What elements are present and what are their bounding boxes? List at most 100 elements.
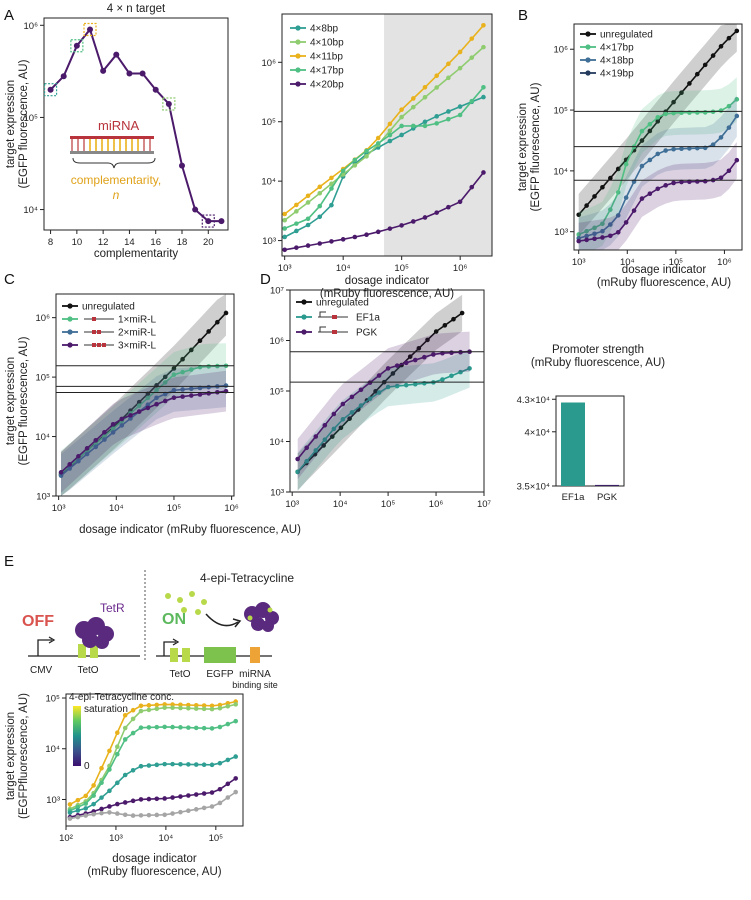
b-point-4×19bp bbox=[600, 235, 605, 240]
a1-highlight-box bbox=[162, 97, 176, 111]
b-point-4×17bp bbox=[734, 97, 740, 102]
b-point-4×17bp bbox=[592, 225, 597, 231]
b-point-unregulated bbox=[718, 44, 724, 49]
c-legend-label: 2×miR-L bbox=[118, 328, 157, 339]
c-point-unregulated bbox=[206, 329, 211, 334]
b-point-unregulated bbox=[687, 81, 692, 86]
c-point-unregulated bbox=[136, 399, 142, 405]
b-legend-label: 4×19bp bbox=[600, 69, 634, 80]
off-label: OFF bbox=[22, 613, 54, 630]
b-point-4×19bp bbox=[631, 208, 637, 213]
d1-point-PGK bbox=[349, 394, 355, 400]
e-point-mid bbox=[225, 757, 231, 763]
c-point-3×miR-L bbox=[206, 391, 211, 396]
a2-point-4×10bp bbox=[294, 209, 299, 214]
c-band-3×miR-L bbox=[61, 370, 226, 493]
a2-point-4×8bp bbox=[434, 114, 439, 119]
d1-legend-promoter-icon bbox=[319, 326, 326, 332]
d1-point-PGK bbox=[376, 373, 382, 378]
c-point-2×miR-L bbox=[76, 458, 81, 464]
a2-point-4×20bp bbox=[434, 210, 439, 215]
e-point-saturation bbox=[162, 702, 167, 707]
e-point-low bbox=[138, 797, 144, 802]
c-legend-label: 3×miR-L bbox=[118, 341, 157, 352]
a2-ytick-label: 10⁶ bbox=[262, 58, 277, 69]
e-point-0 bbox=[130, 813, 136, 818]
a2-legend-label: 4×20bp bbox=[310, 80, 344, 91]
e-point-saturation bbox=[193, 702, 199, 708]
c-legend-site-box bbox=[92, 343, 96, 347]
b-legend-marker bbox=[585, 44, 591, 50]
d1-point-EF1a bbox=[304, 458, 310, 464]
e-point-low bbox=[217, 786, 223, 792]
tetr-label: TetR bbox=[100, 601, 125, 615]
b-point-unregulated bbox=[726, 35, 732, 41]
e-axes-frame bbox=[65, 693, 244, 827]
b-point-4×19bp bbox=[663, 183, 668, 188]
e-point-high bbox=[217, 705, 223, 711]
c-point-2×miR-L bbox=[102, 437, 107, 442]
teto-box-4 bbox=[182, 648, 190, 662]
d1-legend-site-box bbox=[332, 330, 337, 334]
c-point-1×miR-L bbox=[93, 441, 99, 446]
b-point-4×19bp bbox=[734, 157, 740, 163]
e-colorbar bbox=[73, 706, 81, 766]
b-point-4×17bp bbox=[576, 232, 582, 237]
d1-xtick-label: 10⁷ bbox=[477, 499, 492, 510]
cmv-promoter-arrow bbox=[37, 639, 52, 656]
a2-xtick-label: 10⁴ bbox=[336, 263, 351, 274]
e-point-saturation bbox=[99, 765, 104, 771]
d1-legend-label: unregulated bbox=[316, 298, 369, 309]
d1-point-EF1a bbox=[295, 469, 300, 475]
e-point-low bbox=[233, 776, 239, 781]
a1-point bbox=[60, 73, 67, 80]
e-point-low bbox=[225, 781, 231, 787]
chart-b: 10³ 10⁴ 10⁵ 10⁶ 10³ 10⁴ 10⁵ 10⁶ dosage indicator… bbox=[517, 23, 743, 289]
b-point-4×19bp bbox=[655, 186, 661, 192]
e-ylabel: (EGFPfluorescence, AU) bbox=[18, 693, 30, 819]
a2-point-4×20bp bbox=[340, 237, 346, 242]
a2-point-4×11bp bbox=[317, 184, 323, 190]
d1-point-PGK bbox=[458, 349, 463, 355]
e-series-line-mid-high bbox=[69, 720, 236, 812]
a2-series-line-4×10bp bbox=[284, 46, 485, 221]
e-point-mid bbox=[186, 762, 191, 767]
b-point-4×17bp bbox=[694, 110, 700, 115]
d1-legend-label: PGK bbox=[356, 328, 377, 339]
a2-point-4×11bp bbox=[375, 135, 381, 141]
e-point-mid-high bbox=[162, 724, 167, 730]
complementarity-label: complementarity, bbox=[71, 173, 161, 187]
c-point-3×miR-L bbox=[136, 409, 142, 414]
c-point-2×miR-L bbox=[93, 444, 99, 450]
e-point-0 bbox=[115, 811, 120, 816]
a2-point-4×20bp bbox=[446, 204, 451, 210]
c-point-1×miR-L bbox=[171, 372, 177, 377]
target-strand bbox=[70, 151, 154, 154]
a2-point-4×17bp bbox=[434, 121, 439, 126]
d1-point-PGK bbox=[340, 401, 346, 407]
c-legend-marker bbox=[67, 342, 73, 348]
a2-xlabel: dosage indicator bbox=[345, 275, 430, 287]
b-legend-label: 4×18bp bbox=[600, 56, 634, 67]
a1-ylabel: (EGFP fluorescence, AU) bbox=[18, 59, 30, 188]
a2-point-4×17bp bbox=[469, 98, 475, 104]
d1-xtick-label: 10³ bbox=[285, 499, 299, 510]
e-point-saturation bbox=[91, 783, 96, 788]
c-xtick-label: 10³ bbox=[52, 503, 66, 514]
b-point-4×18bp bbox=[734, 113, 740, 119]
e-point-mid bbox=[115, 780, 120, 786]
c-point-3×miR-L bbox=[84, 446, 90, 451]
e-point-high bbox=[162, 705, 167, 710]
a2-point-4×10bp bbox=[364, 154, 369, 159]
e-point-0 bbox=[75, 814, 81, 820]
d1-point-unregulated bbox=[451, 316, 456, 322]
e-series-line-high bbox=[69, 703, 236, 810]
e-point-mid-high bbox=[146, 725, 152, 730]
d1-point-PGK bbox=[412, 357, 418, 363]
b-axes-frame bbox=[573, 23, 743, 251]
e-point-mid-high bbox=[107, 767, 112, 772]
egfp-box bbox=[204, 647, 236, 663]
e-point-saturation bbox=[75, 797, 81, 803]
a2-point-4×11bp bbox=[399, 107, 404, 112]
a2-point-4×11bp bbox=[457, 49, 463, 55]
